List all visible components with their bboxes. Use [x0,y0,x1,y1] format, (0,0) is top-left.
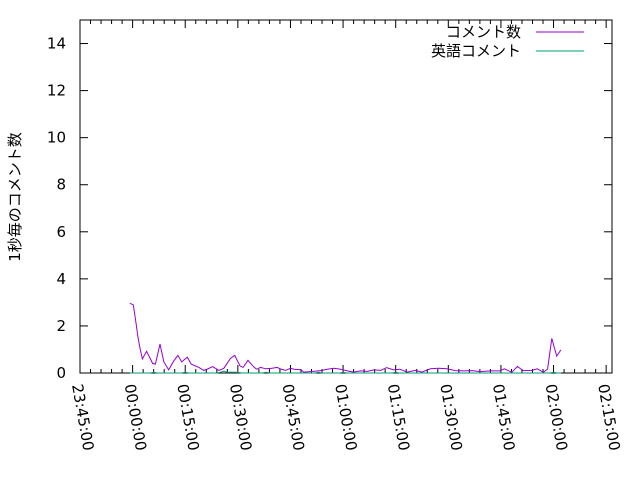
series-line-0 [129,302,562,373]
x-tick-label: 23:45:00 [68,383,97,452]
tick-marks [79,20,612,374]
y-tick-label: 4 [56,270,66,288]
y-tick-label: 6 [56,223,66,241]
y-tick-label: 10 [47,129,66,147]
x-tick-label: 00:45:00 [279,383,308,452]
x-tick-label: 02:00:00 [542,383,571,452]
series-lines [129,302,562,374]
x-tick-label: 01:15:00 [384,383,413,452]
y-tick-label: 14 [47,35,66,53]
x-tick-labels: 23:45:00 00:00:00 00:15:00 00:30:00 00:45:00… [68,383,624,452]
x-tick-label: 00:30:00 [226,383,255,452]
y-axis-label: 1秒毎のコメント数 [6,132,24,262]
x-tick-label: 02:15:00 [594,383,623,452]
x-tick-label: 01:00:00 [331,383,360,452]
legend: コメント数 英語コメント [431,23,584,60]
y-tick-label: 2 [56,317,66,335]
y-tick-label: 8 [56,176,66,194]
x-tick-label: 00:15:00 [173,383,202,452]
y-tick-label: 0 [56,364,66,382]
y-tick-labels: 0 2 4 6 8 10 12 14 [47,35,66,382]
legend-label-1: 英語コメント [431,42,521,60]
plot-border [79,19,613,374]
y-tick-label: 12 [47,82,66,100]
x-tick-label: 00:00:00 [121,383,150,452]
x-tick-label: 01:45:00 [489,383,518,452]
series-line-1 [129,370,561,374]
axes [79,19,613,374]
legend-label-0: コメント数 [446,23,521,41]
x-tick-label: 01:30:00 [436,383,465,452]
